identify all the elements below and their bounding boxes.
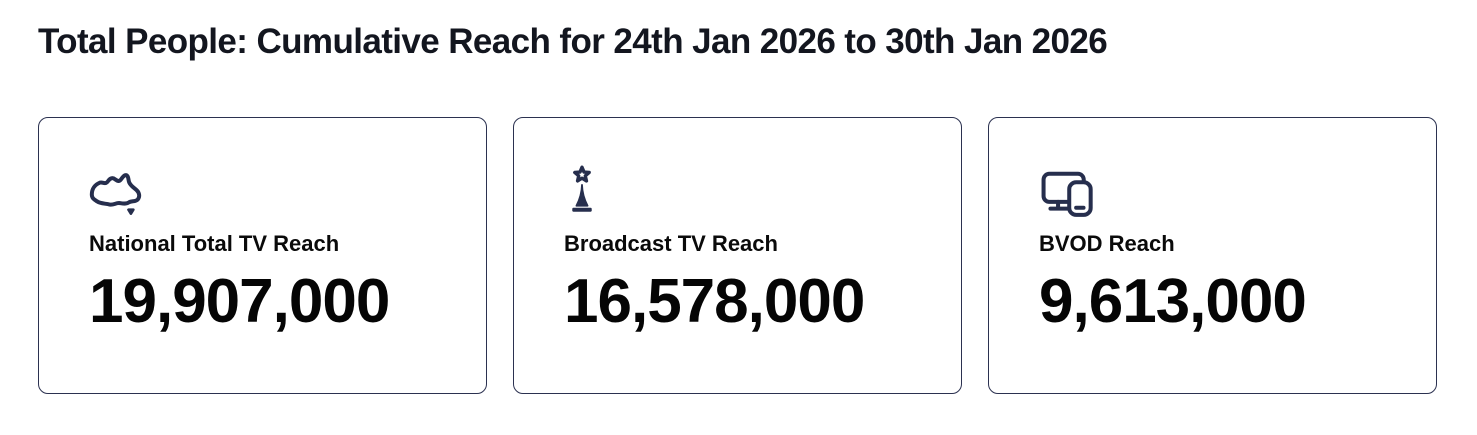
page-title: Total People: Cumulative Reach for 24th … <box>38 22 1108 61</box>
kpi-label: Broadcast TV Reach <box>564 231 778 257</box>
australia-map-icon <box>89 164 466 218</box>
kpi-label: BVOD Reach <box>1039 231 1175 257</box>
kpi-label: National Total TV Reach <box>89 231 340 257</box>
kpi-cards-row: National Total TV Reach 19,907,000 Broad… <box>38 117 1439 395</box>
kpi-card-broadcast-tv-reach: Broadcast TV Reach 16,578,000 <box>513 117 962 395</box>
devices-icon <box>1039 164 1416 218</box>
kpi-value: 19,907,000 <box>89 266 390 336</box>
kpi-value: 16,578,000 <box>564 266 865 336</box>
broadcast-tower-icon <box>564 164 941 218</box>
kpi-card-bvod-reach: BVOD Reach 9,613,000 <box>988 117 1437 395</box>
kpi-card-national-total-tv-reach: National Total TV Reach 19,907,000 <box>38 117 487 395</box>
kpi-value: 9,613,000 <box>1039 266 1307 336</box>
